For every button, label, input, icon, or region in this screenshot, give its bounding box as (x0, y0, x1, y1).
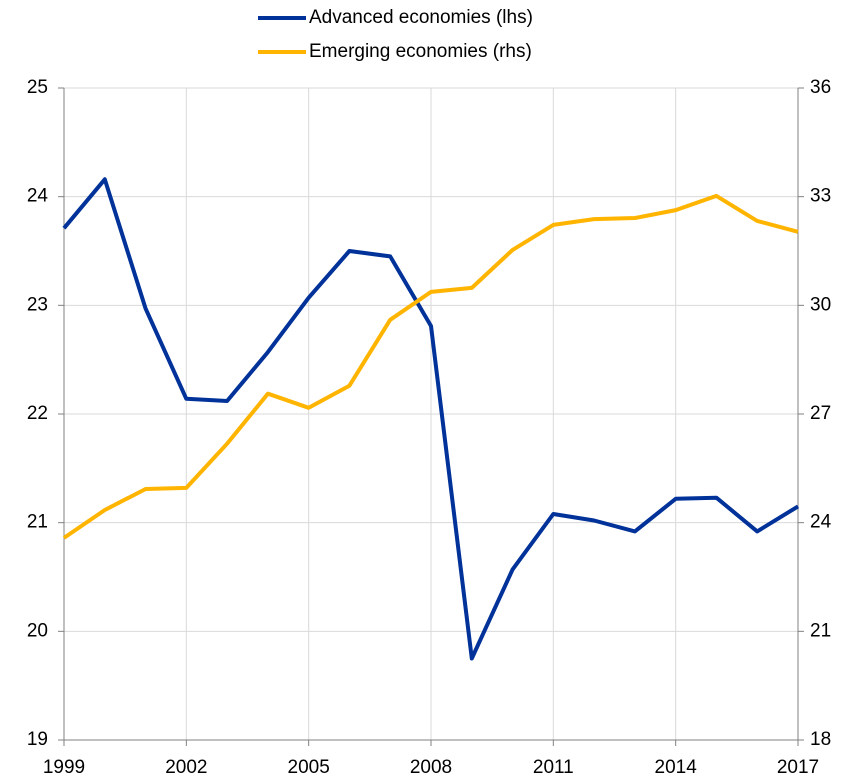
y-tick-label: 19 (27, 729, 48, 750)
x-tick-label: 2002 (165, 757, 207, 778)
series-line (62, 177, 800, 661)
y-tick-label: 25 (27, 77, 48, 98)
x-tick-label: 2014 (655, 757, 698, 778)
y-tick-label: 21 (27, 512, 48, 533)
y2-tick-label: 36 (810, 77, 831, 98)
x-tick-label: 1999 (43, 757, 85, 778)
y2-tick-label: 21 (810, 620, 831, 641)
x-tick-label: 2008 (410, 757, 452, 778)
x-tick-label: 2005 (288, 757, 330, 778)
y2-tick-label: 30 (810, 294, 831, 315)
x-tick-label: 2017 (777, 757, 819, 778)
y-tick-label: 24 (27, 186, 49, 207)
y-tick-label: 22 (27, 403, 48, 424)
legend-label: Advanced economies (lhs) (309, 7, 533, 28)
y2-tick-label: 24 (810, 512, 832, 533)
legend-label: Emerging economies (rhs) (309, 41, 532, 62)
y-tick-label: 23 (27, 294, 48, 315)
x-tick-label: 2011 (533, 757, 574, 778)
y2-tick-label: 18 (810, 729, 831, 750)
y2-tick-label: 27 (810, 403, 831, 424)
y-tick-label: 20 (27, 620, 48, 641)
y2-tick-label: 33 (810, 186, 831, 207)
series-line (62, 193, 799, 540)
